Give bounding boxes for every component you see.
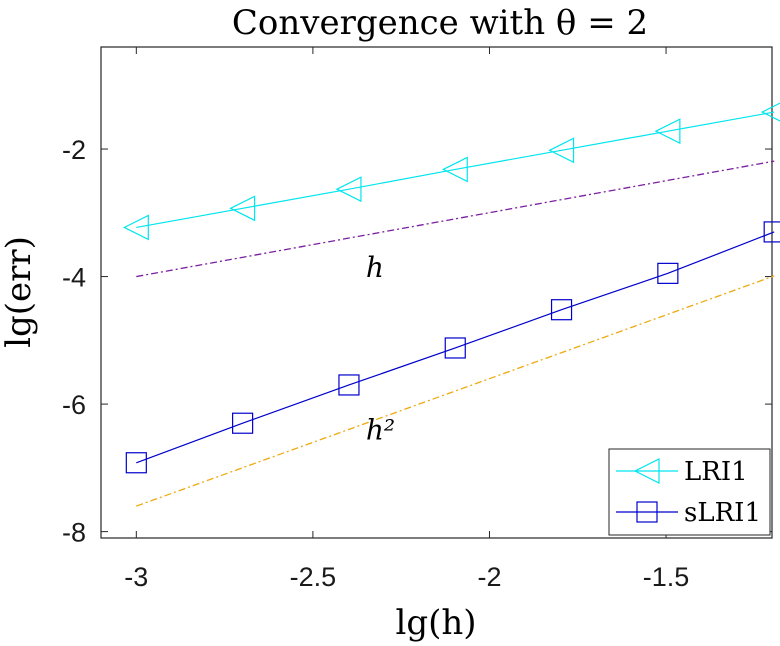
series-LRI1 — [122, 102, 780, 241]
y-tick-label: -4 — [62, 263, 86, 293]
x-tick-label: -2.5 — [290, 562, 337, 592]
x-axis: -3 -2.5 -2 -1.5 — [124, 47, 689, 592]
x-tick-label: -1.5 — [643, 562, 690, 592]
y-tick-label: -8 — [62, 518, 86, 548]
legend-label: sLRI1 — [684, 498, 761, 528]
data-point — [444, 337, 466, 359]
y-axis: -8 -6 -4 -2 — [62, 135, 772, 548]
data-point — [232, 412, 254, 434]
reference-line-h2 — [136, 275, 775, 507]
data-point — [335, 176, 362, 203]
data-point — [125, 452, 147, 474]
legend: LRI1 sLRI1 — [608, 448, 771, 536]
data-point — [122, 214, 149, 241]
data-series — [122, 102, 780, 474]
y-tick-label: -2 — [62, 135, 86, 165]
data-point — [760, 102, 780, 122]
legend-box — [608, 448, 771, 536]
series-line — [136, 231, 775, 464]
data-point — [338, 374, 360, 396]
legend-label: LRI1 — [684, 457, 748, 487]
chart-title: Convergence with θ = 2 — [232, 3, 648, 43]
data-point — [229, 195, 256, 222]
data-point — [441, 156, 468, 183]
x-axis-label: lg(h) — [395, 603, 476, 643]
reference-line-h — [136, 160, 775, 278]
data-point — [550, 299, 573, 321]
data-point — [763, 221, 780, 243]
series-sLRI1 — [125, 221, 780, 474]
data-point — [548, 137, 575, 164]
y-tick-label: -6 — [62, 390, 86, 420]
x-tick-label: -3 — [124, 562, 148, 592]
x-tick-label: -2 — [477, 562, 501, 592]
data-point — [654, 118, 681, 145]
y-axis-label: lg(err) — [0, 236, 39, 348]
reference-line-label: h² — [366, 414, 395, 447]
series-line — [136, 111, 775, 229]
legend-marker — [636, 501, 658, 523]
data-point — [657, 262, 679, 284]
legend-marker — [633, 458, 660, 484]
reference-line-label: h — [366, 251, 384, 284]
reference-lines: h h² — [136, 160, 775, 507]
plot-frame — [100, 46, 773, 539]
